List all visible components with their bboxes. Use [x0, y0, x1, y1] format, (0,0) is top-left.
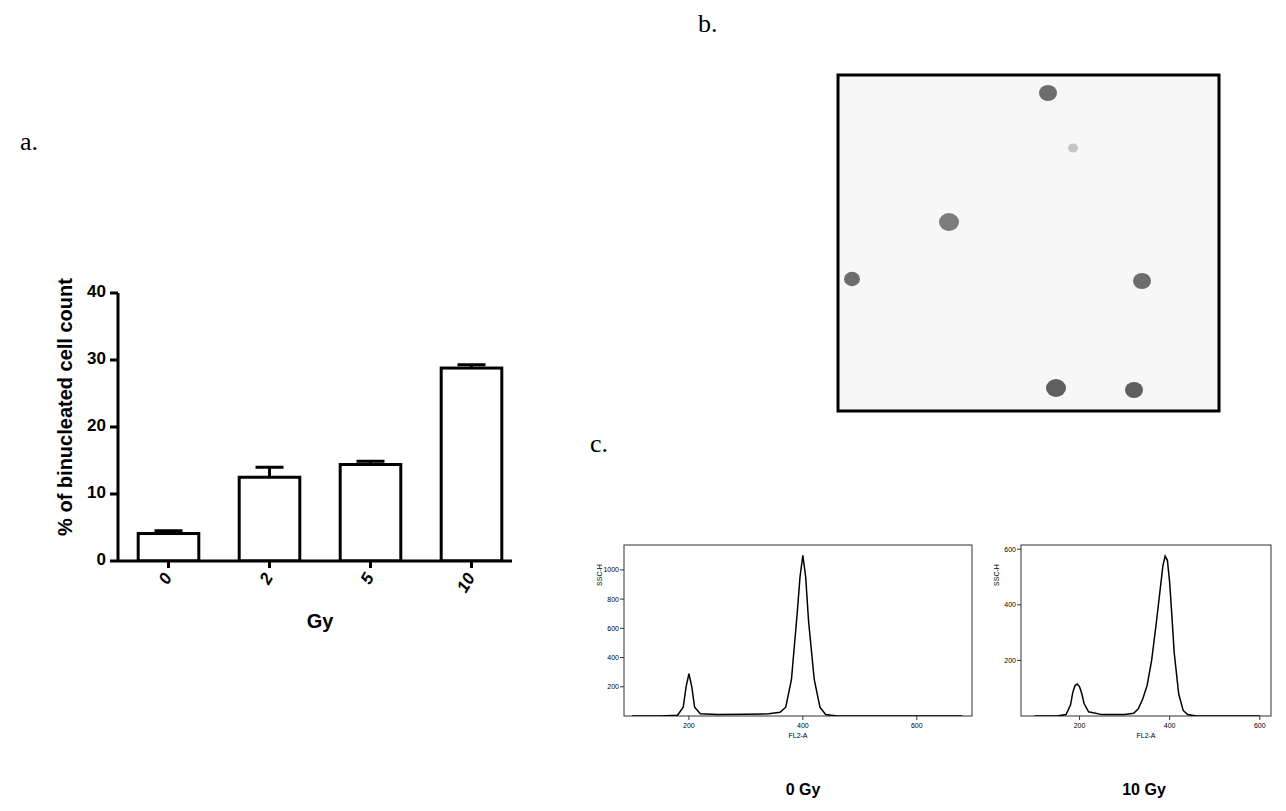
x-label: FL2-A [1136, 732, 1155, 739]
x-label: Gy [307, 610, 335, 632]
micrograph-panel: b. [698, 9, 1219, 411]
chart-0: a. 0 2 5 10 0 10 20 30 40 Gy % of binucleated cell … [20, 127, 512, 632]
x-tick-label: 5 [357, 569, 378, 587]
y-tick-label: 20 [87, 416, 106, 435]
y-tick [1017, 549, 1021, 550]
y-tick-label: 600 [607, 625, 619, 632]
bar [239, 477, 300, 561]
cell [1046, 379, 1066, 397]
y-tick-label: 200 [1004, 657, 1016, 664]
x-tick-label: 600 [911, 722, 923, 729]
chart-title: 0 Gy [786, 781, 821, 798]
histogram-line [1035, 556, 1260, 716]
x-tick-label: 200 [1074, 722, 1086, 729]
y-tick-label: 800 [607, 596, 619, 603]
bar [340, 465, 401, 561]
y-tick-label: 0 [97, 550, 106, 569]
y-tick-label: 400 [1004, 601, 1016, 608]
y-tick [620, 686, 624, 687]
x-tick-label: 0 [155, 569, 176, 587]
lines [1035, 556, 1260, 716]
x-tick-label: 200 [683, 722, 695, 729]
y-tick-label: 30 [87, 349, 106, 368]
chart-2: 200 400 600 200 400 600 FL2-A SSC-H 10 Gy [993, 545, 1271, 798]
panel-label: b. [698, 9, 718, 38]
cell [1125, 382, 1143, 398]
y-tick-label: 40 [87, 282, 106, 301]
bar [138, 534, 199, 561]
y-tick-label: 200 [607, 683, 619, 690]
y-tick [620, 599, 624, 600]
y-tick [110, 560, 118, 563]
x-label: FL2-A [788, 732, 807, 739]
error-bar [458, 365, 486, 368]
x-tick-label: 600 [1254, 722, 1266, 729]
lines [632, 555, 962, 716]
cell [1133, 273, 1151, 289]
x-tick-label: 10 [453, 569, 479, 595]
x-tick [1259, 716, 1260, 720]
y-tick-label: 600 [1004, 546, 1016, 553]
chart-title: 10 Gy [1122, 781, 1166, 798]
y-tick [110, 292, 118, 295]
panel-label: a. [20, 127, 38, 156]
cell [1068, 144, 1078, 153]
x-tick-label: 400 [1164, 722, 1176, 729]
plot-frame [624, 545, 972, 716]
y-tick [1017, 660, 1021, 661]
micrograph [838, 75, 1219, 411]
y-label: SSC-H [596, 564, 603, 586]
y-tick [620, 657, 624, 658]
y-tick [620, 628, 624, 629]
figure: a. 0 2 5 10 0 10 20 30 40 Gy % of binucleated cell … [0, 0, 1286, 811]
panel-label: c. [590, 429, 608, 458]
bar [441, 368, 502, 561]
y-tick-label: 400 [607, 654, 619, 661]
cell [1039, 85, 1057, 101]
x-tick [1079, 716, 1080, 720]
y-tick [1017, 604, 1021, 605]
y-tick [620, 569, 624, 570]
x-tick [802, 716, 803, 720]
y-tick-label: 1000 [603, 566, 619, 573]
cell [939, 213, 959, 231]
histogram-line [632, 555, 962, 716]
y-tick [110, 426, 118, 429]
plot-frame [1021, 545, 1271, 716]
bars [138, 365, 502, 561]
x-tick-label: 400 [797, 722, 809, 729]
x-tick [688, 716, 689, 720]
y-tick-label: 10 [87, 483, 106, 502]
error-bar [357, 461, 385, 464]
cell [844, 272, 860, 286]
error-bar [256, 467, 284, 477]
y-label: SSC-H [993, 564, 1000, 586]
y-label: % of binucleated cell count [54, 278, 76, 536]
x-tick-label: 2 [255, 569, 277, 588]
x-axis [118, 560, 512, 563]
chart-1: c. 200 400 600 200 400 600 800 1000 FL2-A SSC-H 0 G… [590, 429, 972, 798]
y-tick [110, 493, 118, 496]
y-tick [110, 359, 118, 362]
x-tick [1169, 716, 1170, 720]
x-tick [916, 716, 917, 720]
error-bar [155, 531, 183, 534]
